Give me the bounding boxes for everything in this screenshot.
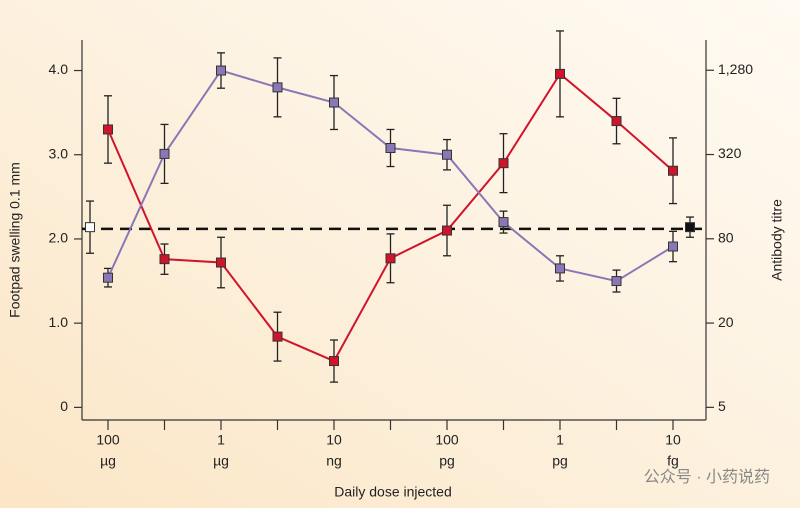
marker (385, 143, 396, 153)
marker (498, 217, 509, 228)
marker (216, 257, 226, 268)
y-tick-label: 3.0 (49, 145, 69, 161)
marker (611, 116, 622, 127)
y-tick-label: 2.0 (49, 230, 69, 246)
marker (159, 148, 170, 159)
y-axis-title: Footpad swelling 0.1 mm (7, 162, 23, 318)
marker (668, 165, 678, 176)
y-tick-label: 0 (60, 398, 68, 414)
watermark: 公众号 · 小药说药 (644, 468, 770, 486)
marker (103, 272, 113, 283)
x-tick-unit: µg (100, 453, 116, 469)
y2-tick-label: 5 (718, 398, 726, 414)
y2-tick-label: 320 (718, 145, 742, 161)
x-tick-label: 10 (326, 432, 342, 448)
marker (103, 124, 113, 135)
x-tick-unit: fg (667, 453, 679, 469)
marker (611, 276, 622, 287)
marker (442, 149, 452, 160)
marker (272, 331, 283, 342)
y-tick-label: 4.0 (49, 61, 69, 77)
marker (216, 65, 226, 76)
x-tick-label: 1 (556, 432, 564, 448)
x-tick-label: 10 (665, 432, 681, 448)
x-tick-label: 100 (96, 432, 120, 448)
marker (555, 68, 565, 79)
y2-tick-label: 80 (718, 229, 734, 245)
y-tick-label: 1.0 (49, 314, 69, 330)
y2-tick-label: 20 (718, 314, 734, 330)
x-tick-unit: pg (439, 453, 455, 469)
x-tick-unit: µg (213, 453, 229, 469)
marker (498, 158, 509, 169)
marker (272, 82, 283, 93)
marker (685, 222, 695, 233)
marker (385, 253, 396, 264)
marker (668, 241, 678, 252)
x-tick-label: 1 (217, 432, 225, 448)
marker (329, 356, 339, 367)
marker (85, 222, 95, 233)
x-tick-unit: ng (326, 453, 342, 469)
x-tick-unit: pg (552, 453, 568, 469)
x-axis-title: Daily dose injected (334, 484, 452, 500)
marker (329, 97, 339, 108)
x-tick-label: 100 (435, 432, 459, 448)
y2-tick-label: 1,280 (718, 61, 753, 77)
y2-axis-title: Antibody titre (769, 199, 785, 281)
marker (555, 263, 565, 274)
marker (159, 254, 170, 265)
marker (442, 225, 452, 236)
